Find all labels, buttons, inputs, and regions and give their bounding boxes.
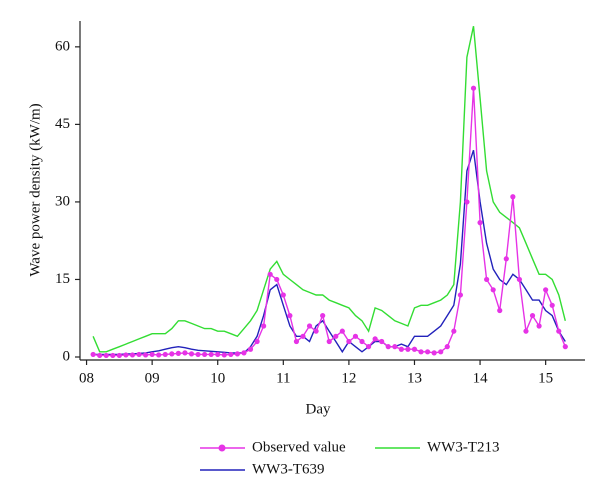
data-point <box>274 276 280 283</box>
data-point <box>365 344 372 350</box>
x-tick-label: 13 <box>407 370 422 386</box>
data-point <box>326 338 332 345</box>
data-point <box>339 328 345 334</box>
data-point <box>477 220 483 226</box>
data-point <box>562 344 568 350</box>
data-point <box>392 344 398 350</box>
data-point <box>267 271 273 277</box>
series-line <box>93 149 566 356</box>
data-point <box>228 351 234 358</box>
data-point <box>182 350 188 356</box>
y-tick-label: 60 <box>55 38 70 54</box>
y-tick-label: 30 <box>55 193 70 209</box>
data-point <box>136 351 142 358</box>
data-point <box>398 346 404 352</box>
x-tick-label: 14 <box>473 370 489 386</box>
data-point <box>424 349 431 355</box>
data-point <box>372 336 378 342</box>
data-point <box>234 351 241 357</box>
data-point <box>280 292 286 298</box>
data-point <box>451 328 457 334</box>
data-point <box>241 350 247 356</box>
series-line <box>92 88 566 357</box>
data-point <box>359 338 365 345</box>
data-point <box>97 352 103 359</box>
data-point <box>503 256 509 262</box>
data-point <box>129 352 136 358</box>
data-point <box>188 351 195 357</box>
data-point <box>411 346 418 352</box>
data-point <box>261 323 267 329</box>
x-tick-label: 09 <box>145 370 160 386</box>
data-point <box>110 352 116 359</box>
data-point <box>379 338 385 345</box>
data-point <box>385 344 391 350</box>
data-point <box>457 292 463 298</box>
data-point <box>418 349 424 355</box>
data-point <box>162 351 168 358</box>
y-tick-label: 0 <box>63 348 71 364</box>
y-tick-label: 15 <box>55 271 70 287</box>
legend-label: WW3-T639 <box>252 461 324 477</box>
data-point <box>516 276 523 283</box>
data-point <box>215 351 221 358</box>
data-point <box>169 351 175 357</box>
data-point <box>293 338 300 345</box>
data-point <box>510 194 516 200</box>
data-point <box>490 287 496 293</box>
data-point <box>306 323 313 329</box>
data-point <box>523 328 529 334</box>
x-tick-label: 10 <box>210 370 225 386</box>
series-line <box>92 26 566 353</box>
data-point <box>536 323 542 329</box>
data-point <box>405 346 411 352</box>
data-point <box>195 351 201 358</box>
data-point <box>444 344 450 350</box>
data-point <box>438 349 444 355</box>
data-point <box>156 352 162 358</box>
x-tick-label: 12 <box>341 370 356 386</box>
y-tick-label: 45 <box>55 116 70 132</box>
x-tick-label: 11 <box>276 370 290 386</box>
data-point <box>254 338 260 345</box>
data-point <box>529 313 536 319</box>
data-point <box>116 352 122 359</box>
data-point <box>300 333 306 339</box>
data-point <box>320 313 326 319</box>
legend-label: WW3-T213 <box>427 439 499 455</box>
data-point <box>484 276 490 283</box>
legend-marker <box>218 444 226 452</box>
data-point <box>431 350 437 356</box>
legend-label: Observed value <box>252 439 346 455</box>
data-point <box>149 351 155 358</box>
x-tick-label: 15 <box>538 370 553 386</box>
data-point <box>103 352 109 359</box>
data-point <box>543 287 549 293</box>
data-point <box>287 313 293 319</box>
data-point <box>202 351 208 358</box>
y-axis-label: Wave power density (kW/m) <box>27 103 43 276</box>
data-point <box>175 350 181 356</box>
x-tick-label: 08 <box>79 370 94 386</box>
data-point <box>90 351 96 358</box>
data-point <box>470 85 477 91</box>
data-point <box>556 328 562 334</box>
data-point <box>333 333 339 339</box>
data-point <box>352 333 359 339</box>
data-point <box>497 307 503 314</box>
data-point <box>313 328 319 334</box>
data-point <box>123 352 129 358</box>
data-point <box>464 199 470 205</box>
data-point <box>221 352 227 358</box>
data-point <box>142 352 149 358</box>
data-point <box>208 351 214 358</box>
data-point <box>549 302 555 308</box>
data-point <box>247 346 254 352</box>
data-point <box>346 338 352 345</box>
x-axis-label: Day <box>306 401 331 417</box>
